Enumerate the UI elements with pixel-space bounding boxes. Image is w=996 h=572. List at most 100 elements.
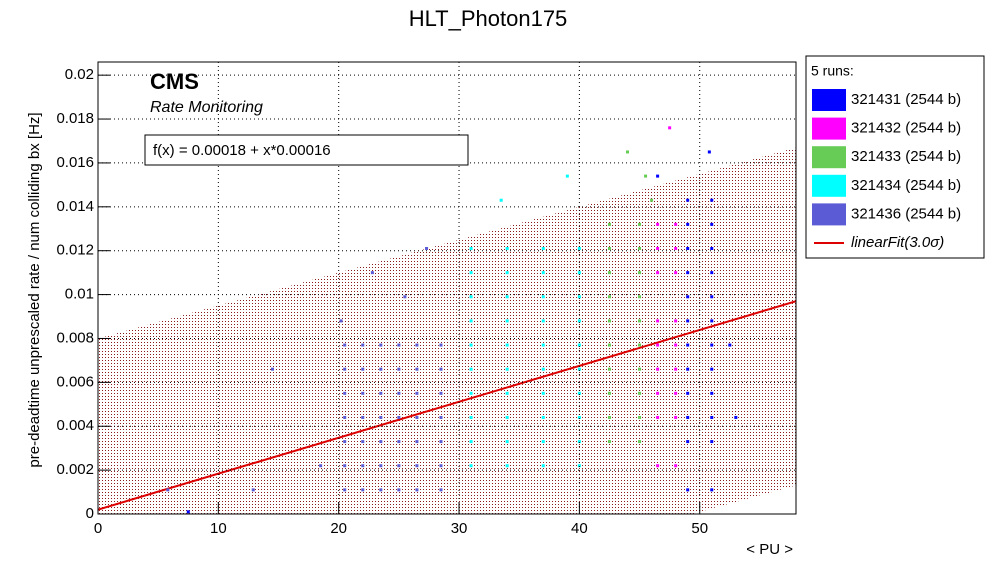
data-point	[469, 319, 473, 323]
data-point	[607, 222, 611, 226]
data-point	[415, 464, 419, 468]
data-point	[686, 222, 690, 226]
x-tick-label: 20	[330, 520, 347, 537]
data-point	[674, 391, 678, 395]
data-point	[656, 367, 660, 371]
data-point	[505, 319, 509, 323]
data-point	[734, 415, 738, 419]
data-point	[379, 440, 383, 444]
data-point	[469, 295, 473, 299]
subtitle: Rate Monitoring	[150, 99, 263, 116]
data-point	[251, 488, 255, 492]
data-point	[439, 440, 443, 444]
y-tick-label: 0	[86, 505, 94, 522]
data-point	[343, 488, 347, 492]
data-point	[379, 391, 383, 395]
data-point	[397, 488, 401, 492]
data-point	[707, 150, 711, 154]
data-point	[361, 343, 365, 347]
data-point	[439, 367, 443, 371]
data-point	[656, 174, 660, 178]
data-point	[577, 391, 581, 395]
x-axis-label: < PU >	[746, 541, 793, 558]
data-point	[343, 415, 347, 419]
data-point	[674, 367, 678, 371]
data-point	[577, 440, 581, 444]
x-tick-label: 30	[451, 520, 468, 537]
data-point	[607, 343, 611, 347]
data-point	[577, 415, 581, 419]
data-point	[626, 150, 630, 154]
data-point	[505, 271, 509, 275]
fit-line	[98, 300, 796, 511]
legend-swatch	[812, 117, 846, 140]
data-point	[319, 464, 323, 468]
data-point	[379, 488, 383, 492]
data-point	[674, 271, 678, 275]
legend-title: 5 runs:	[811, 63, 854, 79]
y-tick-label: 0.006	[56, 373, 94, 390]
data-point	[541, 295, 545, 299]
data-point	[710, 198, 714, 202]
data-point	[397, 391, 401, 395]
data-point	[343, 391, 347, 395]
data-point	[607, 415, 611, 419]
data-point	[499, 198, 503, 202]
data-point	[577, 271, 581, 275]
data-point	[343, 343, 347, 347]
legend-label: 321434 (2544 b)	[851, 177, 961, 194]
data-point	[686, 488, 690, 492]
data-point	[728, 343, 732, 347]
data-point	[638, 271, 642, 275]
data-point	[541, 271, 545, 275]
data-point	[415, 367, 419, 371]
data-point	[397, 464, 401, 468]
data-point	[710, 415, 714, 419]
data-point	[166, 488, 170, 492]
data-point	[638, 415, 642, 419]
data-point	[668, 126, 672, 130]
legend-swatch	[812, 174, 846, 197]
data-point	[565, 174, 569, 178]
data-point	[439, 488, 443, 492]
x-tick-label: 50	[691, 520, 708, 537]
y-tick-label: 0.016	[56, 154, 94, 171]
data-point	[505, 440, 509, 444]
data-point	[541, 367, 545, 371]
data-point	[577, 367, 581, 371]
data-point	[361, 488, 365, 492]
plot-frame	[97, 61, 797, 515]
data-point	[607, 295, 611, 299]
legend-swatch	[812, 89, 846, 111]
data-point	[607, 391, 611, 395]
data-point	[656, 319, 660, 323]
data-point	[686, 343, 690, 347]
data-point	[656, 464, 660, 468]
data-point	[638, 391, 642, 395]
data-point	[674, 247, 678, 251]
data-point	[505, 247, 509, 251]
data-point	[425, 247, 429, 251]
data-point	[361, 464, 365, 468]
fit-box	[144, 134, 469, 166]
sigma-band	[98, 147, 796, 514]
data-point	[656, 343, 660, 347]
data-point	[541, 247, 545, 251]
data-point	[638, 319, 642, 323]
data-point	[686, 367, 690, 371]
data-point	[541, 464, 545, 468]
data-point	[439, 415, 443, 419]
y-tick-label: 0.002	[56, 461, 94, 478]
data-point	[710, 222, 714, 226]
data-point	[686, 440, 690, 444]
y-tick-label: 0.008	[56, 329, 94, 346]
data-point	[415, 488, 419, 492]
data-point	[577, 319, 581, 323]
data-point	[577, 247, 581, 251]
data-point	[674, 222, 678, 226]
data-point	[638, 222, 642, 226]
experiment-label: CMS	[150, 69, 199, 94]
data-point	[403, 295, 407, 299]
data-point	[674, 343, 678, 347]
